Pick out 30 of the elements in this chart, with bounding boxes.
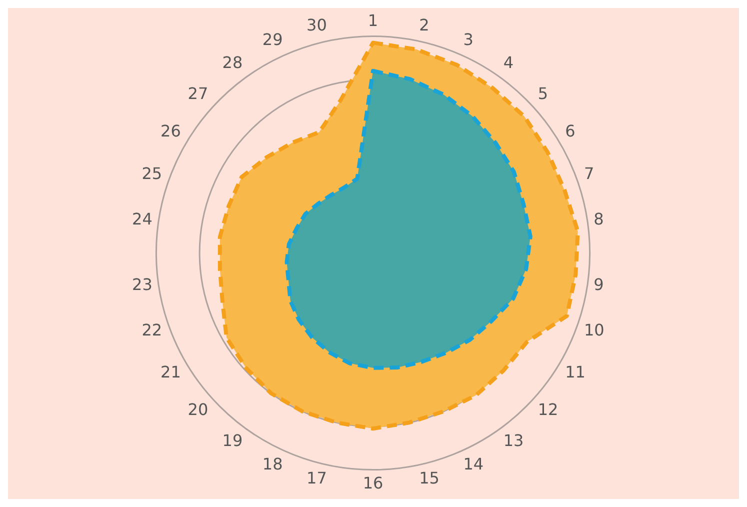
spoke-label: 14 <box>463 454 484 474</box>
spoke-label: 20 <box>188 400 208 420</box>
spoke-label: 19 <box>222 431 243 450</box>
spoke-label: 7 <box>584 164 594 184</box>
spoke-label: 10 <box>584 320 604 340</box>
spoke-label: 26 <box>160 122 181 141</box>
spoke-label: 9 <box>594 274 604 294</box>
spoke-label: 3 <box>463 30 474 49</box>
spoke-label: 8 <box>594 209 604 228</box>
spoke-label: 30 <box>306 16 327 35</box>
spoke-label: 12 <box>538 400 558 420</box>
spoke-label: 21 <box>160 362 181 382</box>
spoke-label: 25 <box>142 164 162 184</box>
spoke-label: 29 <box>262 30 283 49</box>
spoke-label: 2 <box>419 16 430 35</box>
spoke-label: 4 <box>503 53 514 72</box>
spoke-label: 5 <box>538 84 548 104</box>
spoke-label: 17 <box>306 468 327 488</box>
spoke-label: 11 <box>565 362 586 382</box>
spoke-label: 23 <box>132 274 152 294</box>
spoke-label: 28 <box>222 53 243 72</box>
spoke-label: 27 <box>188 84 208 104</box>
spoke-label: 6 <box>565 122 576 141</box>
spoke-label: 18 <box>262 454 283 474</box>
spoke-label: 16 <box>362 474 384 493</box>
spoke-label: 22 <box>142 320 162 340</box>
spoke-label: 1 <box>368 10 378 30</box>
spoke-label: 15 <box>419 468 440 488</box>
spoke-label: 13 <box>503 431 524 450</box>
spoke-label: 24 <box>132 209 152 228</box>
